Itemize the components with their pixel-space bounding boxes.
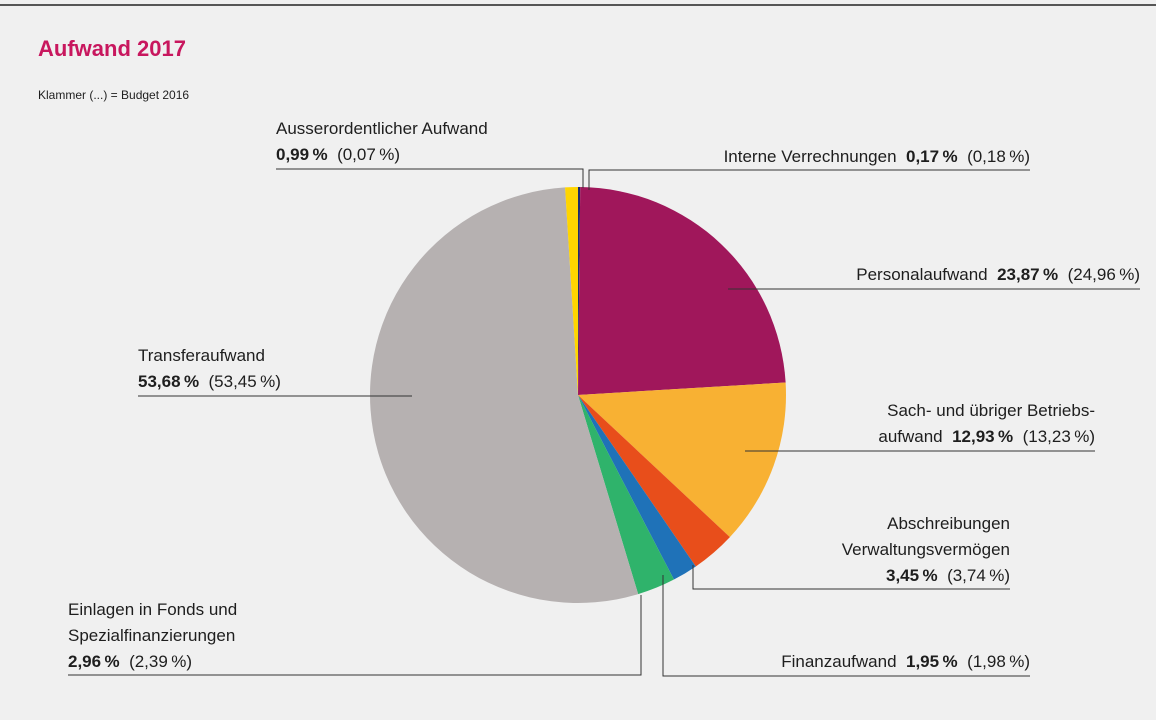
slice-label: Verwaltungsvermögen	[842, 540, 1010, 559]
leader-line	[68, 595, 642, 676]
leader-line	[692, 565, 1010, 590]
budget-label: (53,45 %)	[209, 372, 281, 391]
slice-label: Interne Verrechnungen	[724, 147, 897, 166]
slice-value-line: aufwand 12,93 % (13,23 %)	[878, 427, 1095, 446]
slice-value-line: Personalaufwand 23,87 % (24,96 %)	[856, 265, 1140, 284]
value-label: 2,96 %	[68, 652, 120, 671]
pie-slice	[578, 395, 674, 595]
slice-value-line: 53,68 % (53,45 %)	[138, 372, 281, 391]
slice-value-line: Interne Verrechnungen 0,17 % (0,18 %)	[724, 147, 1030, 166]
slice-label: Abschreibungen	[887, 514, 1010, 533]
value-label: 12,93 %	[952, 427, 1013, 446]
leader-line	[588, 169, 1030, 190]
pie-slice	[578, 187, 581, 395]
pie-slice	[578, 187, 786, 395]
value-label: 0,99 %	[276, 145, 328, 164]
chart-title: Aufwand 2017	[38, 36, 186, 61]
slice-label: Finanzaufwand	[781, 652, 896, 671]
slice-value-line: 2,96 % (2,39 %)	[68, 652, 192, 671]
budget-label: (0,07 %)	[337, 145, 400, 164]
slice-value-line: 3,45 % (3,74 %)	[886, 566, 1010, 585]
value-label: 53,68 %	[138, 372, 199, 391]
slice-value-line: 0,99 % (0,07 %)	[276, 145, 400, 164]
slice-label: Einlagen in Fonds und	[68, 600, 237, 619]
budget-label: (24,96 %)	[1068, 265, 1140, 284]
pie-slice	[578, 382, 786, 538]
leader-line	[662, 575, 1030, 677]
value-label: 23,87 %	[997, 265, 1058, 284]
leader-line	[276, 168, 584, 188]
pie-slice	[370, 187, 639, 603]
slice-value-line: Finanzaufwand 1,95 % (1,98 %)	[781, 652, 1030, 671]
value-label: 1,95 %	[906, 652, 958, 671]
slice-label: aufwand	[878, 427, 942, 446]
chart-subtitle: Klammer (...) = Budget 2016	[38, 88, 189, 102]
slice-label: Sach- und übriger Betriebs-	[887, 401, 1095, 420]
budget-label: (3,74 %)	[947, 566, 1010, 585]
slice-label: Personalaufwand	[856, 265, 987, 284]
budget-label: (2,39 %)	[129, 652, 192, 671]
slice-label: Ausserordentlicher Aufwand	[276, 119, 488, 138]
pie-slice	[578, 395, 696, 580]
budget-label: (13,23 %)	[1023, 427, 1095, 446]
budget-label: (1,98 %)	[967, 652, 1030, 671]
value-label: 3,45 %	[886, 566, 938, 585]
pie-slice	[565, 187, 578, 395]
value-label: 0,17 %	[906, 147, 958, 166]
pie-slice	[578, 395, 730, 567]
slice-label: Spezialfinanzierungen	[68, 626, 235, 645]
slice-label: Transferaufwand	[138, 346, 265, 365]
budget-label: (0,18 %)	[967, 147, 1030, 166]
